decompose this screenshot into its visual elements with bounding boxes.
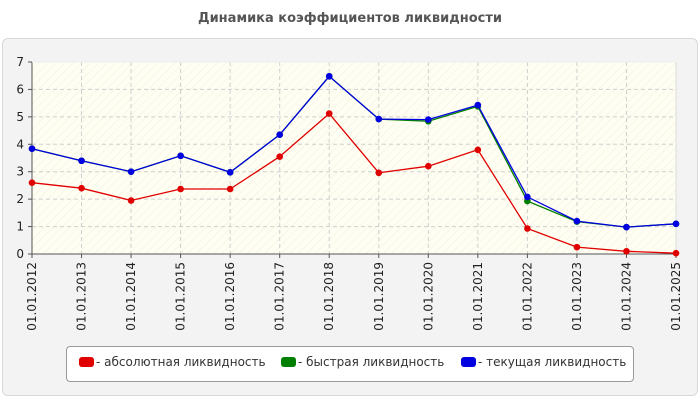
y-tick-label: 2 [16,192,24,206]
data-point-absolute [623,247,630,255]
data-point-current [672,220,680,228]
data-point-absolute [177,185,184,193]
series-current [28,72,680,231]
legend-swatch-quick [281,357,296,367]
data-point-current [325,72,333,80]
data-point-absolute [524,225,531,232]
data-point-absolute [425,162,432,170]
data-point-current [623,223,630,231]
series-line-absolute [31,112,677,254]
data-point-current [474,101,482,109]
x-tick-label: 01.01.2025 [669,262,683,331]
legend-label-quick: - быстрая ликвидность [298,355,445,369]
data-point-current [425,116,432,123]
data-point-current [524,193,531,201]
x-tick-label: 01.01.2018 [322,262,336,331]
x-tick-label: 01.01.2021 [471,262,485,331]
data-point-absolute [226,185,234,193]
legend-swatch-current [461,357,476,367]
legend-swatch-absolute [79,357,94,367]
data-point-absolute [325,110,333,117]
series-line-current [31,75,677,228]
legend-label-absolute: - абсолютная ликвидность [96,355,266,369]
x-tick-label: 01.01.2014 [124,262,138,331]
chart-title: Динамика коэффициентов ликвидности [198,11,502,26]
data-point-absolute [474,146,482,154]
x-tick-label: 01.01.2020 [421,262,435,331]
series-group [28,72,680,257]
legend-label-current: - текущая ликвидность [478,355,627,369]
data-point-absolute [375,169,383,177]
y-tick-label: 5 [16,110,24,124]
legend-item-current: - текущая ликвидность [461,355,626,371]
plot-background [32,62,676,254]
data-point-current [375,115,383,123]
data-point-absolute [672,249,680,257]
data-point-current [276,131,283,138]
y-tick-label: 0 [16,247,24,261]
legend-item-absolute: - абсолютная ликвидность [79,355,266,371]
data-point-current [573,217,581,225]
data-point-current [78,157,85,165]
x-tick-label: 01.01.2024 [619,262,633,331]
data-point-current [28,145,36,152]
legend: - абсолютная ликвидность - быстрая ликви… [66,346,634,382]
legend-item-quick: - быстрая ликвидность [281,355,444,371]
tick-labels: 0 1 2 3 4 5 6 7 01.01.2012 01.01.2013 01.01.2014 01… [16,55,683,331]
series-absolute [28,110,680,257]
data-point-current [226,168,234,176]
data-point-absolute [276,153,283,160]
data-point-absolute [573,243,581,251]
data-point-current [127,168,135,176]
x-tick-label: 01.01.2015 [174,262,188,331]
x-tick-label: 01.01.2022 [520,262,534,331]
x-tick-label: 01.01.2023 [570,262,584,331]
y-tick-label: 4 [16,137,24,151]
x-tick-label: 01.01.2013 [75,262,89,331]
data-point-current [177,152,184,160]
data-point-absolute [127,197,135,204]
y-tick-label: 3 [16,165,24,179]
y-tick-label: 6 [16,82,24,96]
data-point-absolute [28,179,36,186]
y-tick-label: 1 [16,220,24,234]
x-tick-label: 01.01.2017 [273,262,287,331]
x-tick-label: 01.01.2016 [223,262,237,331]
y-tick-label: 7 [16,55,24,69]
x-tick-label: 01.01.2019 [372,262,386,331]
data-point-absolute [78,184,85,192]
x-tick-label: 01.01.2012 [25,262,39,331]
